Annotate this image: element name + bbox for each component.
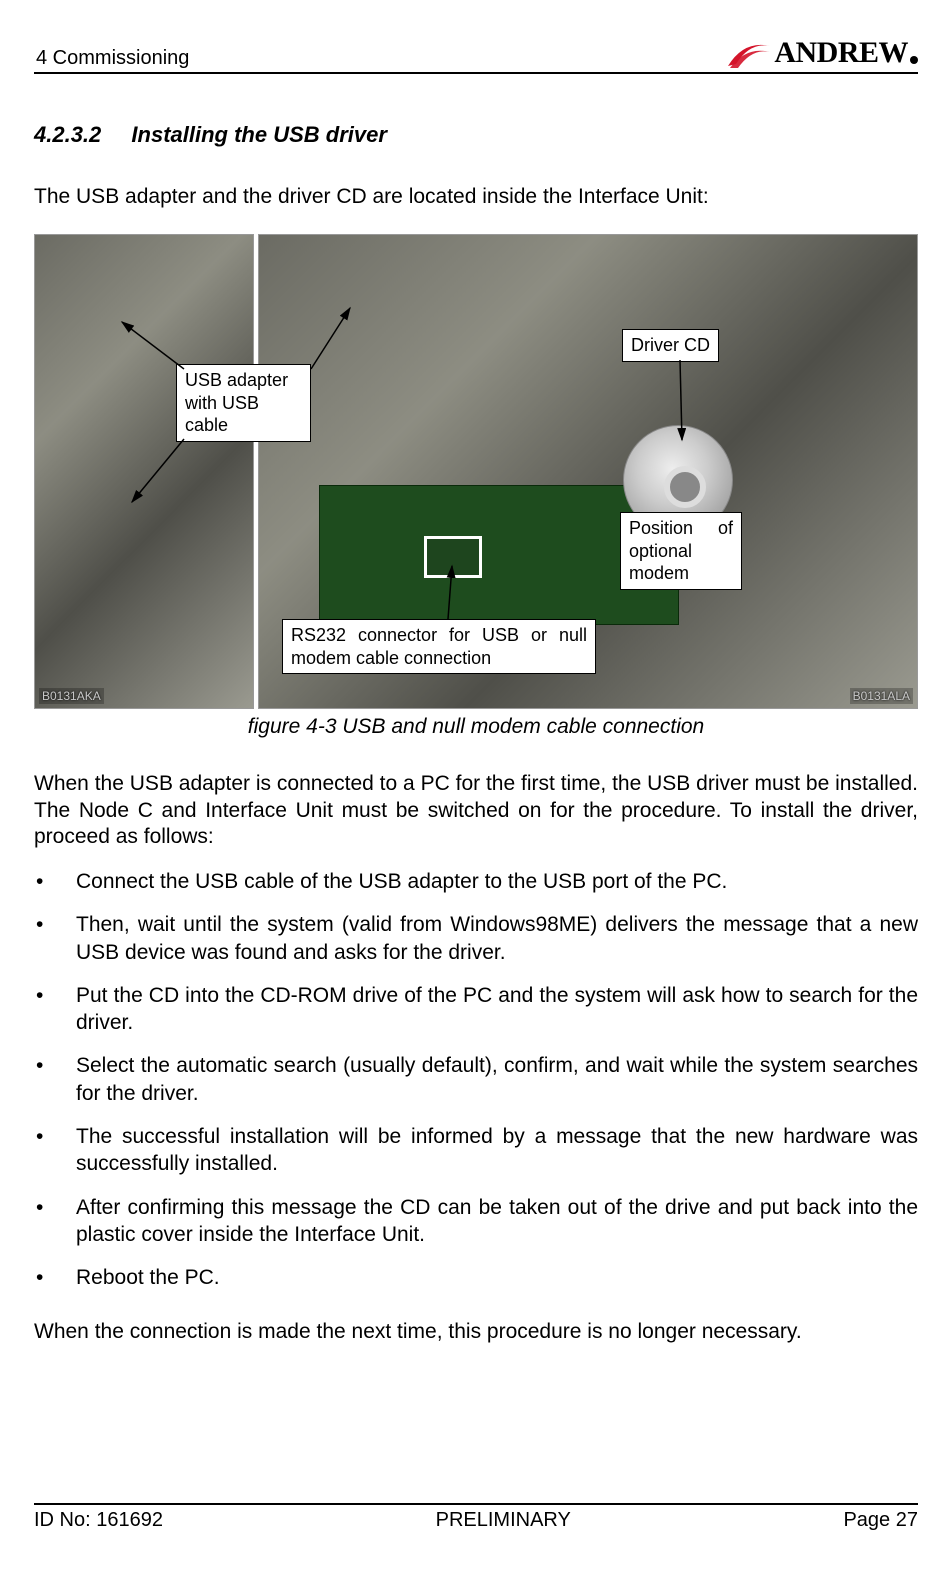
header-chapter: 4 Commissioning [34, 47, 189, 70]
callout-rs232: RS232 connector for USB or null modem ca… [282, 619, 596, 674]
list-item: Connect the USB cable of the USB adapter… [34, 868, 918, 895]
brand-dot-icon [910, 56, 918, 64]
figure-caption: figure 4-3 USB and null modem cable conn… [34, 715, 918, 739]
para-after-figure: When the USB adapter is connected to a P… [34, 771, 918, 850]
footer-status: PRELIMINARY [436, 1509, 571, 1532]
andrew-swoosh-icon [726, 36, 772, 70]
install-steps-list: Connect the USB cable of the USB adapter… [34, 868, 918, 1292]
page-header: 4 Commissioning ANDREW [34, 36, 918, 74]
section-heading: 4.2.3.2 Installing the USB driver [34, 122, 918, 148]
section-number: 4.2.3.2 [34, 122, 101, 147]
list-item: Reboot the PC. [34, 1264, 918, 1291]
callout-usb-adapter: USB adapter with USB cable [176, 364, 311, 442]
section-title-text: Installing the USB driver [131, 122, 387, 147]
page-root: 4 Commissioning ANDREW 4.2.3.2 Installin… [0, 0, 952, 1572]
footer-page: Page 27 [843, 1509, 918, 1532]
brand-text: ANDREW [774, 36, 908, 70]
callout-driver-cd: Driver CD [622, 329, 719, 362]
list-item: After confirming this message the CD can… [34, 1194, 918, 1249]
figure-images: B0131AKA B0131ALA USB adapter with USB c… [34, 234, 918, 709]
footer-id: ID No: 161692 [34, 1509, 163, 1532]
watermark-left: B0131AKA [39, 688, 104, 704]
callout-modem: Position of optional modem [620, 512, 742, 590]
rs232-highlight-rect [424, 536, 482, 578]
figure-4-3: B0131AKA B0131ALA USB adapter with USB c… [34, 234, 918, 739]
list-item: Select the automatic search (usually def… [34, 1052, 918, 1107]
list-item: The successful installation will be info… [34, 1123, 918, 1178]
closing-paragraph: When the connection is made the next tim… [34, 1320, 918, 1344]
list-item: Put the CD into the CD-ROM drive of the … [34, 982, 918, 1037]
intro-paragraph: The USB adapter and the driver CD are lo… [34, 184, 918, 210]
list-item: Then, wait until the system (valid from … [34, 911, 918, 966]
brand-logo: ANDREW [726, 36, 918, 70]
watermark-right: B0131ALA [850, 688, 913, 704]
photo-left: B0131AKA [34, 234, 254, 709]
page-footer: ID No: 161692 PRELIMINARY Page 27 [34, 1503, 918, 1532]
